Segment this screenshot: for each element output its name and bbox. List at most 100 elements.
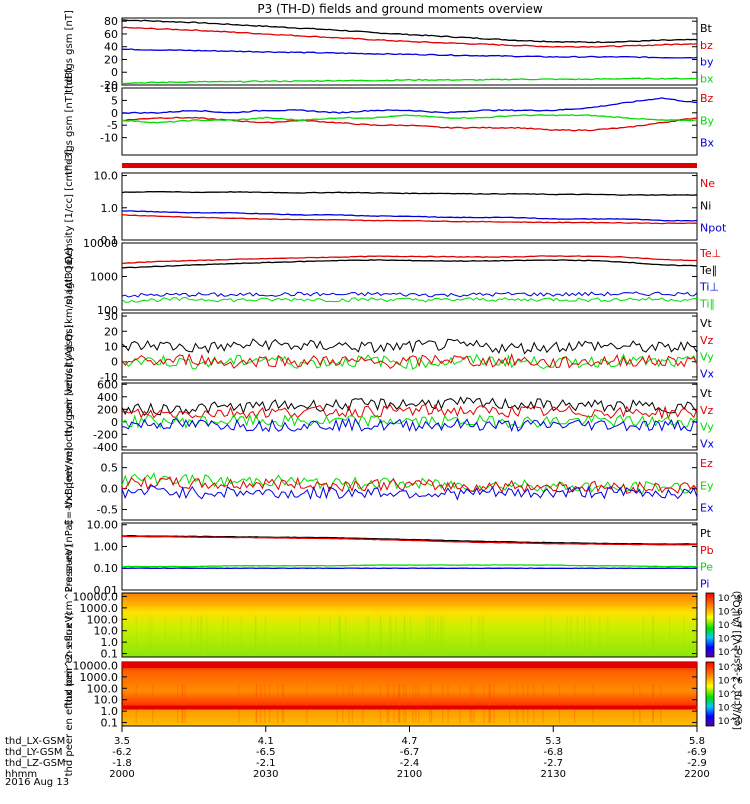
spectrogram-stripe-9-49: [362, 684, 363, 722]
series-line-0-3: [122, 78, 697, 83]
spectrogram-stripe-8-9: [165, 615, 166, 653]
spectrogram-stripe-9-13: [388, 684, 389, 722]
spectrogram-stripe-9-18: [509, 684, 510, 722]
legend-label-3-2: Ti⊥: [699, 281, 719, 294]
spectrogram-stripe-8-50: [255, 615, 256, 653]
spectrogram-stripe-9-25: [593, 684, 594, 722]
x-tick-label-3-1: -6.8: [543, 747, 563, 758]
legend-label-6-1: Ey: [700, 479, 714, 492]
colorbar-tick-0-1: 10^6: [718, 608, 743, 618]
spectrogram-stripe-9-42: [517, 684, 518, 722]
spectrogram-stripe-8-57: [265, 615, 266, 653]
panel-frame-2: [122, 173, 697, 240]
spectrogram-stripe-9-6: [282, 684, 283, 722]
legend-label-5-2: Vy: [700, 421, 714, 434]
spectrogram-stripe-8-8: [396, 615, 397, 653]
series-line-7-2: [122, 565, 697, 567]
spectrogram-stripe-9-9: [412, 684, 413, 722]
y-tick-label-3-1: 1000: [90, 271, 118, 284]
spectrogram-stripe-8-41: [345, 615, 346, 653]
spectrogram-stripe-8-59: [441, 615, 442, 653]
legend-label-1-1: By: [700, 114, 715, 127]
legend-label-5-3: Vx: [700, 437, 715, 450]
x-tick-label-0-1: -6.2: [112, 747, 132, 758]
spectrogram-stripe-8-5: [584, 615, 585, 653]
y-tick-label-0-4: 0: [111, 66, 118, 79]
legend-label-2-0: Ne: [700, 177, 715, 190]
spectrogram-stripe-8-39: [483, 615, 484, 653]
y-axis-label-6: E=-VxB [mV/m]: [64, 447, 75, 525]
spectrogram-stripe-9-43: [380, 684, 381, 722]
chart-title: P3 (TH-D) fields and ground moments over…: [257, 2, 542, 16]
x-row-label-2: thd_LZ-GSM: [5, 758, 66, 769]
legend-label-0-3: bx: [700, 72, 714, 85]
y-tick-label-1-3: -5: [107, 119, 118, 132]
series-line-2-0: [122, 192, 697, 196]
spectrogram-stripe-8-13: [389, 615, 390, 653]
panel-frame-5: [122, 383, 697, 450]
spectrogram-stripe-9-57: [342, 684, 343, 722]
x-tick-label-1-2: -2.1: [256, 758, 276, 769]
spectrogram-stripe-9-51: [474, 684, 475, 722]
spectrogram-stripe-8-56: [652, 615, 653, 653]
y-axis-label-9: thd peer en eflux (cm^2-s-sr-eV): [64, 612, 75, 777]
x-tick-label-1-1: -6.5: [256, 747, 276, 758]
y-tick-label-2-1: 1.0: [101, 202, 119, 215]
spectrogram-stripe-9-14: [277, 684, 278, 722]
panel-frame-1: [122, 88, 697, 155]
spectrogram-stripe-9-52: [256, 684, 257, 722]
spectrogram-stripe-8-42: [338, 615, 339, 653]
spectrogram-stripe-8-15: [443, 615, 444, 653]
series-line-3-2: [122, 292, 697, 297]
spectrogram-stripe-9-41: [415, 684, 416, 722]
spectrogram-stripe-9-29: [559, 684, 560, 722]
x-tick-label-2-3: 2100: [397, 769, 422, 780]
colorbar-tick-0-4: 10^0: [718, 648, 743, 658]
y-tick-label-7-0: 10.00: [87, 519, 119, 532]
legend-label-6-0: Ez: [700, 457, 713, 470]
series-line-6-1: [122, 477, 697, 493]
legend-label-0-1: bz: [700, 39, 713, 52]
spectrogram-stripe-9-23: [431, 684, 432, 722]
spectrogram-stripe-8-22: [241, 615, 242, 653]
legend-label-0-0: Bt: [700, 22, 713, 35]
x-tick-label-0-2: -1.8: [112, 758, 132, 769]
y-tick-label-4-3: 0: [111, 356, 118, 369]
spectrogram-top-band-9: [122, 662, 697, 668]
spectrogram-stripe-8-52: [570, 615, 571, 653]
spectrogram-stripe-9-47: [527, 684, 528, 722]
spectrogram-stripe-9-33: [260, 684, 261, 722]
colorbar-tick-1-4: 10^0: [718, 717, 743, 727]
x-tick-label-3-0: 5.3: [545, 736, 561, 747]
y-axis-label-2: Density [1/cc] [cm^-3]: [64, 149, 75, 263]
legend-label-3-3: Ti∥: [699, 297, 715, 310]
spectrogram-stripe-9-46: [484, 684, 485, 722]
x-tick-label-1-0: 4.1: [258, 736, 274, 747]
spectrogram-stripe-8-31: [368, 615, 369, 653]
series-line-0-2: [122, 49, 697, 58]
spectrogram-stripe-9-8: [471, 684, 472, 722]
panel-separator-bar: [122, 163, 697, 168]
y-tick-label-2-0: 10.0: [94, 170, 119, 183]
spectrogram-stripe-8-54: [544, 615, 545, 653]
y-tick-label-0-1: 60: [104, 28, 118, 41]
y-tick-label-1-0: 10: [104, 82, 118, 95]
y-tick-label-1-4: -10: [100, 132, 118, 145]
spectrogram-stripe-8-48: [380, 615, 381, 653]
x-tick-label-1-3: 2030: [253, 769, 278, 780]
spectrogram-stripe-8-36: [227, 615, 228, 653]
ion-colorbar: [706, 593, 714, 657]
spectrogram-stripe-8-27: [410, 615, 411, 653]
legend-label-4-3: Vx: [700, 367, 715, 380]
y-tick-label-4-2: 10: [104, 341, 118, 354]
spectrogram-stripe-9-59: [352, 684, 353, 722]
spectrogram-stripe-8-32: [567, 615, 568, 653]
y-tick-label-3-0: 10000: [83, 237, 118, 250]
spectrogram-stripe-8-23: [201, 615, 202, 653]
ion-spectrogram: [122, 593, 697, 657]
legend-label-6-2: Ex: [700, 502, 714, 515]
spectrogram-stripe-8-17: [206, 615, 207, 653]
y-tick-label-6-1: 0.0: [101, 483, 119, 496]
spectrogram-stripe-8-6: [550, 615, 551, 653]
